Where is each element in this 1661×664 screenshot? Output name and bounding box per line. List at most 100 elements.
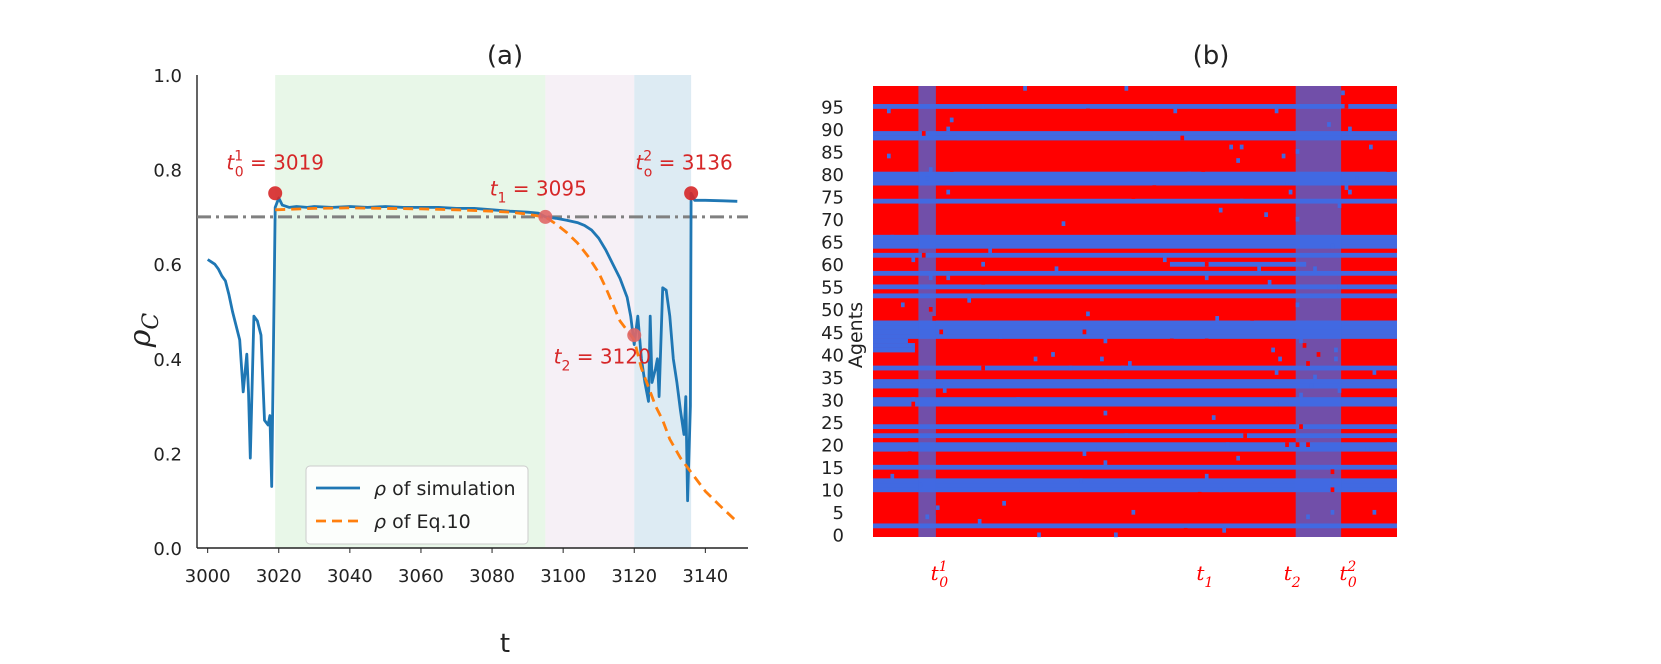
- defector-row-37: [873, 365, 1397, 371]
- y-tick-label: 0.8: [153, 161, 182, 182]
- state-cell: [1306, 361, 1310, 366]
- defector-row-79: [873, 176, 1397, 182]
- svg-text:ρC: ρC: [123, 313, 164, 349]
- state-cell: [1295, 149, 1300, 154]
- state-cell: [1309, 383, 1314, 389]
- state-cell: [1341, 108, 1345, 114]
- state-cell: [1096, 446, 1101, 452]
- defector-segment-60: [1169, 261, 1307, 267]
- state-cell: [1348, 189, 1352, 195]
- defector-row-33: [873, 383, 1397, 389]
- state-cell: [1124, 433, 1129, 438]
- state-cell: [1215, 316, 1220, 321]
- state-cell: [1180, 135, 1185, 141]
- state-cell: [925, 514, 930, 520]
- agent-tick-label: 10: [821, 481, 844, 502]
- state-cell: [967, 297, 972, 303]
- state-cell: [1204, 275, 1209, 281]
- defector-row-66: [873, 234, 1397, 240]
- state-cell: [977, 518, 982, 524]
- defector-segment-42: [873, 343, 915, 348]
- state-cell: [1002, 500, 1006, 506]
- event-marker-0: [268, 186, 283, 201]
- state-cell: [1218, 487, 1223, 493]
- state-cell: [1372, 370, 1377, 375]
- state-cell: [1355, 176, 1359, 181]
- state-cell: [956, 135, 961, 141]
- defector-row-22: [873, 433, 1397, 439]
- y-tick-label: 1.0: [153, 66, 182, 87]
- panel-b-y-axis-label: Agents: [845, 302, 867, 368]
- state-cell: [1103, 460, 1108, 466]
- state-cell: [1204, 338, 1209, 344]
- event-markers: [268, 186, 699, 343]
- state-cell: [1201, 167, 1206, 172]
- state-cell: [981, 279, 985, 285]
- state-cell: [1079, 478, 1083, 484]
- defector-row-12: [873, 478, 1397, 484]
- state-cell: [1337, 203, 1342, 208]
- time-label-0: t1 0: [931, 559, 949, 591]
- defector-row-88: [873, 135, 1397, 141]
- state-cell: [981, 365, 985, 371]
- state-cell: [1093, 500, 1097, 506]
- panel-a-x-axis-label: t: [500, 629, 510, 659]
- annotation-t0-1: t1 0 = 3019: [226, 149, 324, 181]
- state-cell: [981, 261, 985, 267]
- state-cell: [1218, 207, 1223, 213]
- y-tick-label: 0.4: [153, 350, 182, 371]
- defector-row-65: [873, 239, 1397, 245]
- state-cell: [1229, 144, 1234, 150]
- agent-tick-label: 70: [821, 210, 844, 231]
- state-cell: [890, 473, 895, 479]
- state-cell: [911, 397, 916, 402]
- defector-row-44: [873, 334, 1397, 339]
- state-cell: [1128, 361, 1132, 366]
- state-cell: [1337, 388, 1342, 393]
- panel-a-y-axis-label-main: ρ: [123, 329, 158, 348]
- state-cell: [1344, 185, 1349, 190]
- state-cell: [918, 482, 923, 488]
- state-cell: [1204, 261, 1209, 267]
- state-cell: [1351, 122, 1356, 127]
- agent-tick-label: 80: [821, 165, 844, 186]
- state-cell: [1288, 189, 1293, 195]
- state-cell: [1152, 135, 1157, 141]
- state-cell: [1306, 442, 1310, 447]
- state-cell: [1183, 527, 1188, 533]
- state-cell: [1316, 352, 1321, 357]
- agent-tick-label: 95: [821, 97, 844, 118]
- state-cell: [1225, 442, 1230, 447]
- defector-row-46: [873, 325, 1397, 330]
- state-cell: [1278, 189, 1282, 195]
- state-cell: [1197, 491, 1202, 497]
- state-cell: [1274, 370, 1279, 375]
- state-cell: [1173, 108, 1178, 114]
- defector-row-20: [873, 442, 1397, 448]
- state-cell: [1236, 455, 1240, 461]
- panel-a-title: (a): [487, 41, 523, 71]
- state-cell: [1274, 401, 1279, 407]
- state-cell: [1103, 338, 1108, 344]
- defector-row-53: [873, 293, 1397, 299]
- state-cell: [1334, 347, 1338, 353]
- state-cell: [1330, 487, 1335, 493]
- state-cell: [935, 509, 940, 515]
- state-cell: [1222, 527, 1227, 533]
- state-cell: [1271, 347, 1275, 353]
- state-cell: [1114, 532, 1118, 538]
- state-cell: [1344, 104, 1349, 109]
- state-cell: [1016, 397, 1020, 402]
- state-cell: [981, 104, 985, 109]
- state-cell: [988, 248, 992, 254]
- panel-a-ticks: 3000 3020 3040 3060 3080 3100 3120 3140 0.0 0.2 0.…: [153, 66, 728, 587]
- state-cell: [925, 176, 930, 181]
- state-cell: [1103, 379, 1108, 384]
- state-cell: [1295, 442, 1300, 447]
- state-cell: [949, 117, 954, 123]
- defector-column-band-1: [1295, 86, 1342, 537]
- phase-band-1: [545, 75, 635, 548]
- state-cell: [1341, 90, 1345, 96]
